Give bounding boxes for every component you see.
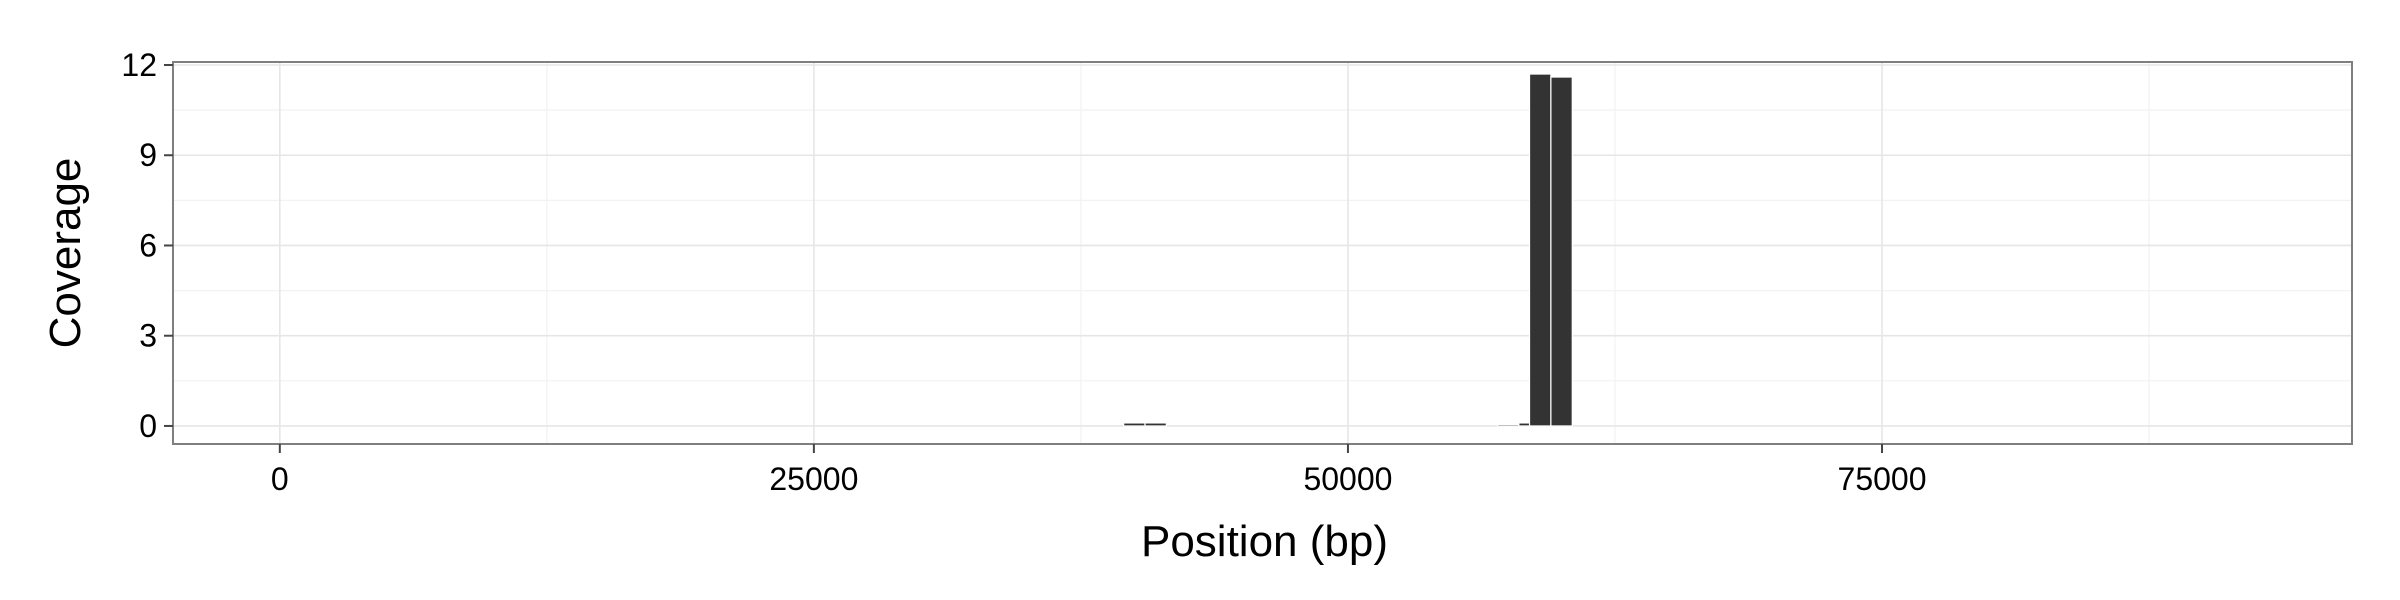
x-tick-label: 50000	[1303, 461, 1392, 497]
y-tick-label: 0	[139, 408, 157, 444]
bars	[1123, 73, 1573, 427]
coverage-bar	[1144, 422, 1167, 427]
axis-labels: 0 3 6 9 12 0 25000 50000 75000 Position (bp) Cover…	[41, 47, 1927, 566]
coverage-bar	[1528, 73, 1552, 427]
plot-panel-background	[173, 62, 2352, 444]
coverage-bar	[1496, 423, 1520, 427]
y-tick-label: 6	[139, 227, 157, 263]
axis-ticks	[164, 64, 1884, 453]
plot-frame	[172, 61, 2353, 445]
plot-border	[172, 61, 2353, 445]
coverage-bar	[1123, 422, 1146, 427]
x-tick-label: 75000	[1838, 461, 1927, 497]
y-tick-label: 9	[139, 137, 157, 173]
plot-panel	[173, 62, 2352, 444]
y-axis-title: Coverage	[41, 158, 90, 349]
y-tick-label: 3	[139, 318, 157, 354]
gridlines	[173, 62, 2352, 444]
x-tick-label: 25000	[769, 461, 858, 497]
y-tick-label: 12	[121, 47, 157, 83]
x-tick-label: 0	[271, 461, 289, 497]
coverage-bar	[1550, 76, 1573, 427]
x-axis-title: Position (bp)	[1141, 517, 1388, 566]
